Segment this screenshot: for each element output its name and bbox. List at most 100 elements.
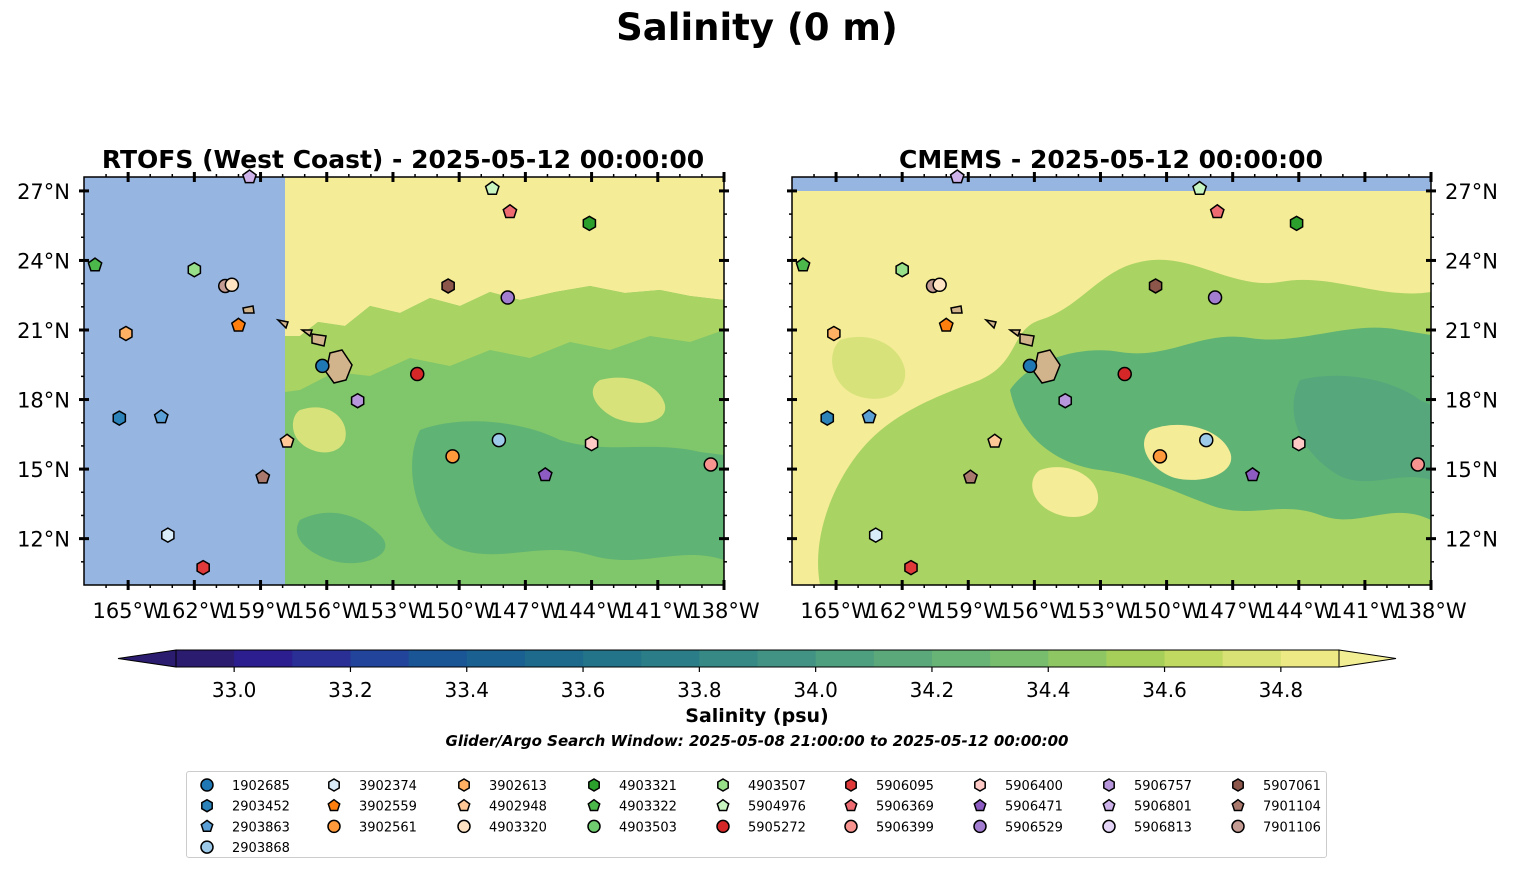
colorbar-tick-label: 33.6 — [561, 678, 606, 702]
legend-label: 7901104 — [1263, 800, 1321, 815]
platform-marker-7901104 — [962, 469, 979, 484]
platform-marker-5906801 — [241, 169, 258, 184]
lat-tick-label: 21°N — [17, 319, 70, 343]
lon-tick-label: 138°W — [688, 599, 760, 623]
legend-marker — [1231, 798, 1245, 812]
legend-marker — [587, 798, 601, 812]
platform-marker-3902613 — [827, 325, 841, 342]
legend-item-5904976: 5904976 — [716, 798, 806, 815]
legend-item-4902948: 4902948 — [457, 798, 547, 815]
legend-marker — [973, 819, 987, 834]
legend-item-3902613: 3902613 — [458, 778, 547, 794]
legend-label: 5906813 — [1134, 820, 1192, 835]
platform-marker-5904976 — [1192, 180, 1208, 195]
platform-marker-3902613 — [119, 325, 133, 342]
legend-label: 5906757 — [1134, 779, 1192, 794]
colorbar-segment — [524, 650, 584, 667]
salinity-contour-fresh-2 — [296, 512, 386, 564]
platform-markers-rtofs — [87, 169, 719, 576]
lon-tick-label: 159°W — [225, 599, 297, 623]
lat-tick-label: 24°N — [17, 249, 70, 273]
legend-marker — [327, 798, 341, 812]
legend-item-5906813: 5906813 — [1102, 819, 1192, 835]
platform-marker-3902561 — [445, 449, 460, 464]
lon-tick-label: 138°W — [1395, 599, 1467, 623]
platform-marker-2903868 — [1198, 432, 1214, 448]
legend-label: 5906369 — [876, 800, 934, 815]
lat-tick-label: 18°N — [1445, 389, 1498, 413]
lat-tick-label: 27°N — [17, 180, 70, 204]
map-frame-cmems — [791, 176, 1432, 586]
platform-marker-5905272 — [409, 366, 425, 382]
legend-marker — [587, 819, 601, 834]
legend-item-2903452: 2903452 — [201, 798, 290, 815]
platform-marker-5907061 — [1148, 278, 1163, 294]
legend-item-5906369: 5906369 — [844, 798, 934, 815]
salinity-contour-salty-eddy-2 — [1032, 467, 1099, 518]
map-frame-rtofs — [83, 176, 725, 586]
panel-title-cmems: CMEMS - 2025-05-12 00:00:00 — [899, 145, 1323, 174]
colorbar-segment — [757, 650, 817, 667]
panel-rtofs: RTOFS (West Coast) - 2025-05-12 00:00:00… — [17, 145, 760, 623]
platform-marker-5906529 — [500, 290, 515, 305]
colorbar-segment — [466, 650, 526, 667]
platform-marker-2903863 — [861, 409, 877, 424]
platform-marker-3902374 — [161, 527, 175, 544]
legend-label: 2903452 — [232, 800, 290, 815]
lat-tick-label: 24°N — [1445, 249, 1498, 273]
platform-marker-5906801 — [949, 169, 965, 184]
legend-label: 5906095 — [876, 779, 934, 794]
legend-label: 1902685 — [232, 779, 290, 794]
colorbar-segment — [1106, 650, 1166, 667]
legend-item-4903320: 4903320 — [457, 819, 547, 835]
legend-item-5906095: 5906095 — [845, 778, 934, 794]
lon-tick-label: 150°W — [423, 599, 495, 623]
legend-item-5906399: 5906399 — [844, 819, 934, 835]
legend-label: 2903868 — [232, 841, 290, 856]
colorbar-extend-low — [117, 649, 177, 668]
legend-marker — [716, 819, 730, 834]
colorbar-tick-label: 34.8 — [1259, 678, 1304, 702]
legend-marker — [716, 798, 730, 812]
axes-rtofs: 27°N24°N21°N18°N15°N12°N165°W162°W159°W1… — [17, 172, 760, 623]
legend-marker — [1103, 778, 1115, 792]
platform-marker-1902685 — [1022, 358, 1038, 374]
platform-marker-7901104 — [255, 469, 271, 484]
legend-item-5905272: 5905272 — [716, 819, 806, 835]
lat-tick-label: 12°N — [1445, 528, 1498, 552]
platform-marker-5906399 — [1410, 457, 1426, 472]
legend-label: 5906529 — [1005, 820, 1063, 835]
platform-marker-4903322 — [795, 257, 811, 272]
salinity-contour-deep — [1293, 375, 1431, 482]
lon-tick-label: 153°W — [1065, 599, 1137, 623]
platform-marker-5906529 — [1207, 290, 1223, 305]
salinity-contour-fresh — [1010, 327, 1431, 520]
legend-label: 5907061 — [1263, 779, 1321, 794]
legend-marker — [327, 819, 341, 834]
colorbar-segment — [234, 650, 293, 667]
axes-cmems: 27°N24°N21°N18°N15°N12°N165°W162°W159°W1… — [787, 172, 1498, 623]
figure-title: Salinity (0 m) — [616, 6, 898, 49]
legend-label: 5906801 — [1134, 800, 1192, 815]
panel-title-rtofs: RTOFS (West Coast) - 2025-05-12 00:00:00 — [102, 145, 704, 174]
legend-marker — [717, 778, 729, 792]
colorbar-extend-high — [1338, 649, 1397, 668]
legend-label: 5906400 — [1005, 779, 1063, 794]
legend-marker — [200, 840, 214, 854]
platform-marker-4903507 — [187, 261, 202, 278]
platform-marker-5906400 — [1291, 435, 1306, 452]
platform-markers-cmems — [795, 169, 1426, 576]
lon-tick-label: 165°W — [800, 599, 872, 623]
platform-marker-4903320 — [932, 277, 947, 293]
lat-tick-label: 12°N — [17, 528, 70, 552]
legend-marker — [200, 819, 214, 832]
legend-item-3902561: 3902561 — [327, 819, 417, 835]
legend-entries: 1902685 2903452 2903863 2903868 3902374 39025… — [200, 778, 1321, 856]
legend-label: 5904976 — [748, 800, 806, 815]
lat-tick-label: 21°N — [1445, 319, 1498, 343]
legend-marker — [1232, 778, 1244, 792]
platform-marker-5906471 — [1244, 466, 1261, 482]
legend-item-5907061: 5907061 — [1232, 778, 1321, 794]
platform-marker-2903863 — [153, 409, 169, 424]
legend-label: 5906471 — [1005, 800, 1063, 815]
